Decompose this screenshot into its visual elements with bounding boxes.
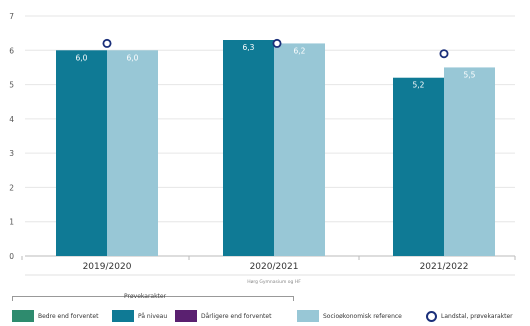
data-label: 6,0	[127, 53, 139, 62]
bars: 6,0 6,0 6,3 6,2 5,2 5,5	[56, 38, 495, 257]
legend-label-landstal: Landstal, prøvekarakter	[441, 312, 513, 320]
landstal-marker-1	[272, 38, 282, 48]
landstal-ring-icon	[426, 310, 437, 322]
legend-label-socio: Socioøkonomisk reference	[323, 312, 402, 320]
legend-swatch-bedre	[12, 310, 34, 322]
x-tick-label: 2019/2020	[83, 262, 132, 272]
data-label: 5,5	[464, 70, 476, 79]
x-tick-label: 2020/2021	[250, 262, 299, 272]
landstal-marker-0	[102, 38, 112, 48]
y-tick-label: 7	[9, 12, 14, 21]
sub-label: Hørg Gymnasium og HF	[247, 279, 301, 285]
bar-socio-1	[274, 43, 325, 256]
y-tick-label: 0	[9, 252, 14, 261]
bar-socio-2	[444, 67, 495, 256]
y-tick-label: 2	[9, 183, 14, 192]
legend-bracket	[12, 296, 294, 301]
legend-swatch-daarligere	[175, 310, 197, 322]
x-axis: 2019/2020 2020/2021 2021/2022 Hørg Gymnasiu…	[21, 256, 516, 285]
legend: Prøvekarakter Bedre end forventet På niv…	[0, 293, 530, 326]
data-label: 5,2	[413, 81, 425, 90]
legend-label-bedre: Bedre end forventet	[38, 312, 99, 320]
data-label: 6,3	[243, 43, 255, 52]
y-tick-label: 1	[9, 218, 14, 227]
legend-swatch-paa-niveau	[112, 310, 134, 322]
legend-item-bedre[interactable]: Bedre end forventet	[12, 309, 98, 323]
legend-item-daarligere[interactable]: Dårligere end forventet	[175, 309, 271, 323]
legend-item-landstal[interactable]: Landstal, prøvekarakter	[420, 309, 513, 323]
data-label: 6,2	[294, 46, 306, 55]
bar-chart: 0 1 2 3 4 5 6 7 6,0 6,0 6,3 6,2 5,2 5,5 2019/2020 202…	[9, 12, 516, 285]
bar-paa-niveau-0	[56, 50, 107, 257]
legend-swatch-socio	[297, 310, 319, 322]
y-tick-label: 6	[9, 46, 14, 55]
y-tick-label: 4	[9, 115, 14, 124]
legend-item-paa-niveau[interactable]: På niveau	[112, 309, 167, 323]
legend-label-paa-niveau: På niveau	[138, 312, 168, 320]
x-tick-label: 2021/2022	[420, 262, 469, 272]
landstal-marker-2	[439, 49, 449, 59]
bar-paa-niveau-2	[393, 77, 444, 256]
legend-item-socio[interactable]: Socioøkonomisk reference	[297, 309, 402, 323]
legend-title: Prøvekarakter	[124, 293, 167, 300]
y-tick-label: 5	[9, 81, 14, 90]
bar-socio-0	[107, 50, 158, 257]
y-axis: 0 1 2 3 4 5 6 7	[9, 12, 14, 261]
bar-paa-niveau-1	[223, 40, 274, 256]
legend-label-daarligere: Dårligere end forventet	[201, 312, 272, 320]
y-tick-label: 3	[9, 149, 14, 158]
data-label: 6,0	[76, 53, 88, 62]
